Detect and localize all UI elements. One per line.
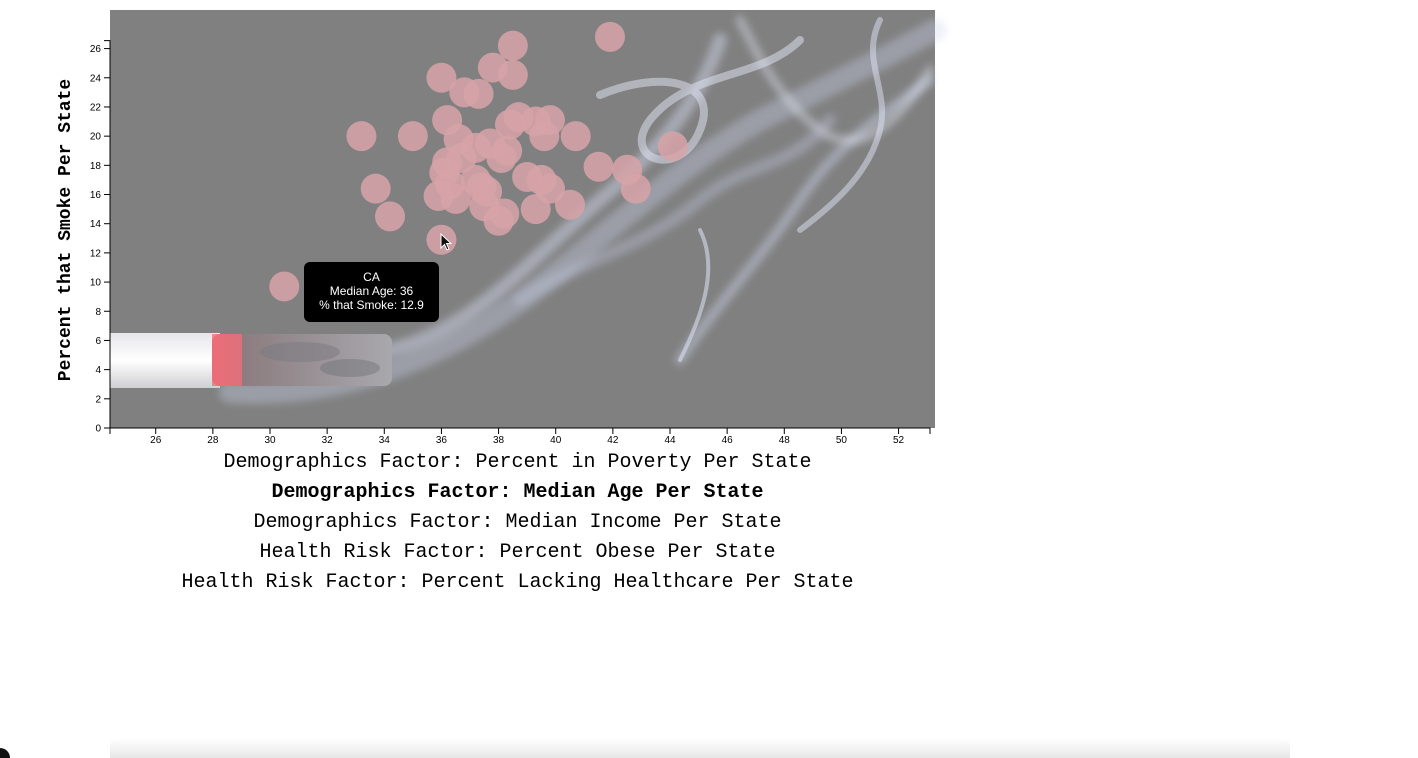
data-point[interactable]: [535, 105, 565, 136]
data-point[interactable]: [497, 59, 528, 90]
x-tick-label: 32: [322, 435, 334, 446]
tooltip-state: CA: [363, 270, 380, 284]
data-point[interactable]: [535, 173, 565, 204]
mouse-pointer-icon: [440, 233, 453, 251]
window-corner: [0, 748, 10, 758]
x-axis-line: [109, 427, 931, 434]
factor-median-income[interactable]: Demographics Factor: Median Income Per S…: [253, 511, 782, 534]
x-tick-label: 40: [550, 435, 562, 446]
y-tick-label: 20: [90, 132, 102, 143]
y-tick-label: 18: [90, 161, 102, 172]
data-point[interactable]: [426, 62, 457, 93]
x-tick-label: 52: [893, 435, 905, 446]
x-tick-label: 42: [607, 435, 619, 446]
factor-obese[interactable]: Health Risk Factor: Percent Obese Per St…: [259, 541, 776, 564]
data-point[interactable]: [346, 121, 377, 152]
data-point[interactable]: [269, 271, 300, 302]
y-tick-label: 26: [90, 44, 102, 55]
y-tick-label: 8: [95, 307, 101, 318]
window-bottom-edge: [110, 738, 1290, 758]
factor-selector: Demographics Factor: Percent in Poverty …: [110, 448, 925, 598]
tooltip-smoke: % that Smoke: 12.9: [319, 298, 424, 312]
data-point[interactable]: [463, 78, 494, 109]
data-point[interactable]: [397, 121, 428, 152]
x-tick-label: 30: [264, 435, 276, 446]
y-tick-label: 4: [95, 365, 101, 376]
y-tick-label: 12: [90, 248, 102, 259]
data-point[interactable]: [497, 30, 528, 61]
data-points: [269, 21, 688, 302]
y-tick-label: 14: [90, 219, 102, 230]
x-tick-label: 44: [664, 435, 676, 446]
data-point[interactable]: [620, 173, 651, 204]
x-axis: 26 28 30 32 34 36 38 40 42 44 46 48 50 52: [109, 427, 931, 446]
data-point[interactable]: [657, 131, 688, 162]
y-tick-label: 2: [95, 394, 101, 405]
tooltip: CA Median Age: 36 % that Smoke: 12.9: [304, 262, 439, 322]
data-point[interactable]: [555, 189, 585, 220]
data-point[interactable]: [492, 135, 523, 166]
y-tick-label: 10: [90, 278, 102, 289]
cigarette-image: [110, 333, 392, 388]
data-point[interactable]: [489, 198, 520, 229]
y-tick-label: 16: [90, 190, 102, 201]
tooltip-median-age: Median Age: 36: [329, 284, 414, 298]
x-tick-label: 48: [779, 435, 791, 446]
x-tick-label: 38: [493, 435, 505, 446]
y-tick-label: 0: [95, 424, 101, 435]
data-point[interactable]: [560, 121, 591, 152]
x-tick-label: 28: [207, 435, 219, 446]
factor-median-age[interactable]: Demographics Factor: Median Age Per Stat…: [271, 481, 764, 504]
data-point[interactable]: [472, 176, 503, 207]
data-point[interactable]: [440, 183, 471, 214]
factor-poverty[interactable]: Demographics Factor: Percent in Poverty …: [223, 451, 812, 474]
x-tick-label: 34: [379, 435, 391, 446]
x-tick-label: 46: [722, 435, 734, 446]
y-tick-label: 22: [90, 102, 102, 113]
y-axis-title: Percent that Smoke Per State: [56, 79, 76, 381]
data-point[interactable]: [583, 151, 614, 182]
y-tick-label: 6: [95, 336, 101, 347]
x-tick-label: 26: [150, 435, 162, 446]
x-tick-label: 50: [836, 435, 848, 446]
factor-lacking-healthcare[interactable]: Health Risk Factor: Percent Lacking Heal…: [181, 571, 854, 594]
data-point[interactable]: [360, 173, 391, 204]
data-point[interactable]: [595, 21, 625, 52]
data-point[interactable]: [375, 201, 405, 232]
x-tick-label: 36: [436, 435, 448, 446]
y-tick-label: 24: [90, 73, 102, 84]
